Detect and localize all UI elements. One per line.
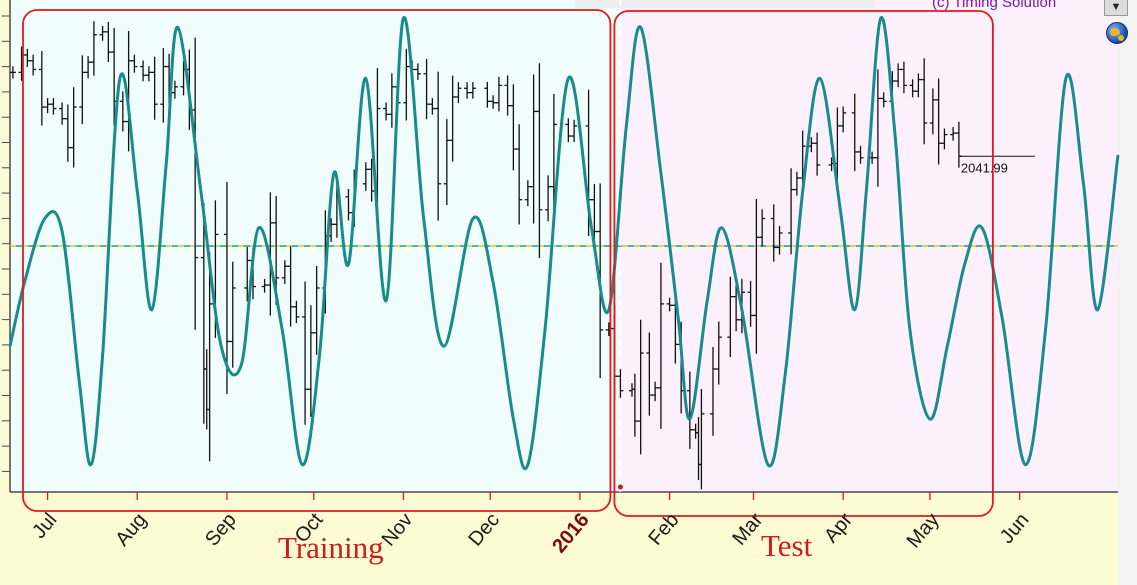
right-scroll-strip <box>1118 0 1137 585</box>
x-axis <box>10 491 1118 500</box>
training-box <box>22 9 612 512</box>
dropdown-button[interactable]: ▼ <box>1104 0 1128 16</box>
test-box <box>613 10 994 517</box>
test-label: Test <box>761 528 813 563</box>
x-tick-label: Dec <box>464 509 504 550</box>
x-tick-label: Apr <box>820 509 857 547</box>
x-tick-label: 2016 <box>548 509 593 557</box>
x-tick-label: Jul <box>28 509 61 543</box>
last-price-label: 2041.99 <box>961 160 1008 175</box>
x-tick-label: Sep <box>201 509 241 550</box>
split-marker <box>617 484 623 490</box>
training-label: Training <box>278 530 384 565</box>
x-tick-label: Jun <box>996 509 1034 548</box>
last-price-marker: 2041.99 <box>958 155 1035 175</box>
wave-series <box>8 16 1120 471</box>
y-axis <box>2 0 11 492</box>
globe-icon[interactable] <box>1106 22 1128 44</box>
chevron-down-icon: ▼ <box>1110 1 1122 13</box>
x-tick-label: Aug <box>111 509 151 550</box>
header-strip <box>575 0 875 8</box>
credit-text: (c) Timing Solution <box>932 0 1057 11</box>
